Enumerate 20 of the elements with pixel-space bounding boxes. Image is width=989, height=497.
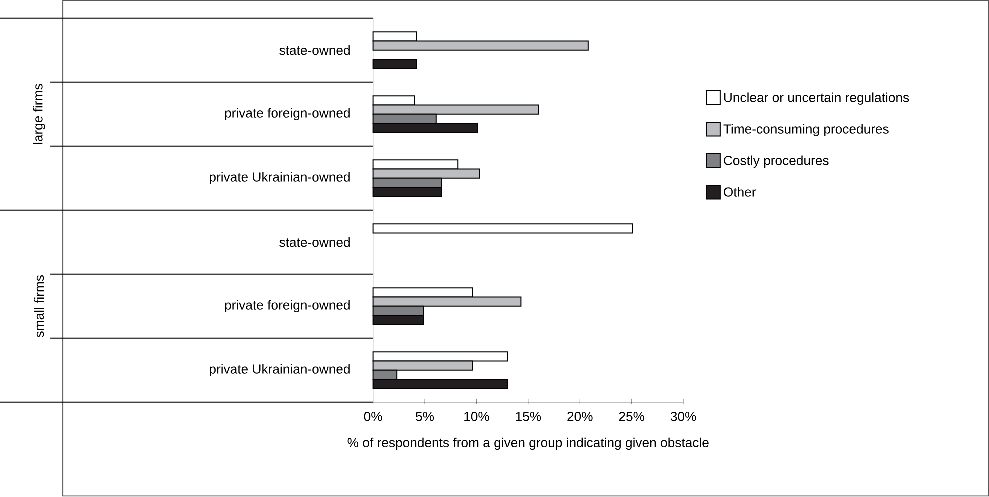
text: small firms: [34, 276, 44, 338]
x-tick-label: 0%: [364, 412, 382, 422]
x-tick-label: 25%: [619, 412, 645, 422]
x-tick-label: 30%: [670, 412, 696, 422]
x-tick-label: 15%: [516, 412, 542, 422]
y-tick-label: private Ukrainian-owned: [210, 364, 350, 377]
legend-label: Time-consuming procedures: [724, 124, 889, 137]
y-tick-label: state-owned: [280, 46, 350, 56]
x-tick-label: 20%: [568, 412, 593, 422]
y-tick-label: private foreign-owned: [225, 300, 350, 313]
legend-label: Costly procedures: [724, 156, 829, 168]
legend-label: Unclear or uncertain regulations: [724, 92, 910, 106]
legend-label: Other: [724, 187, 756, 198]
x-tick-label: 10%: [464, 412, 490, 422]
y-tick-label: state-owned: [280, 238, 350, 248]
text: large firms: [33, 84, 46, 144]
x-axis-title: % of respondents from a given group indicating given obstacle: [348, 438, 709, 450]
y-tick-label: private foreign-owned: [225, 108, 350, 121]
x-tick-label: 5%: [416, 412, 434, 422]
y-tick-label: private Ukrainian-owned: [210, 172, 350, 185]
